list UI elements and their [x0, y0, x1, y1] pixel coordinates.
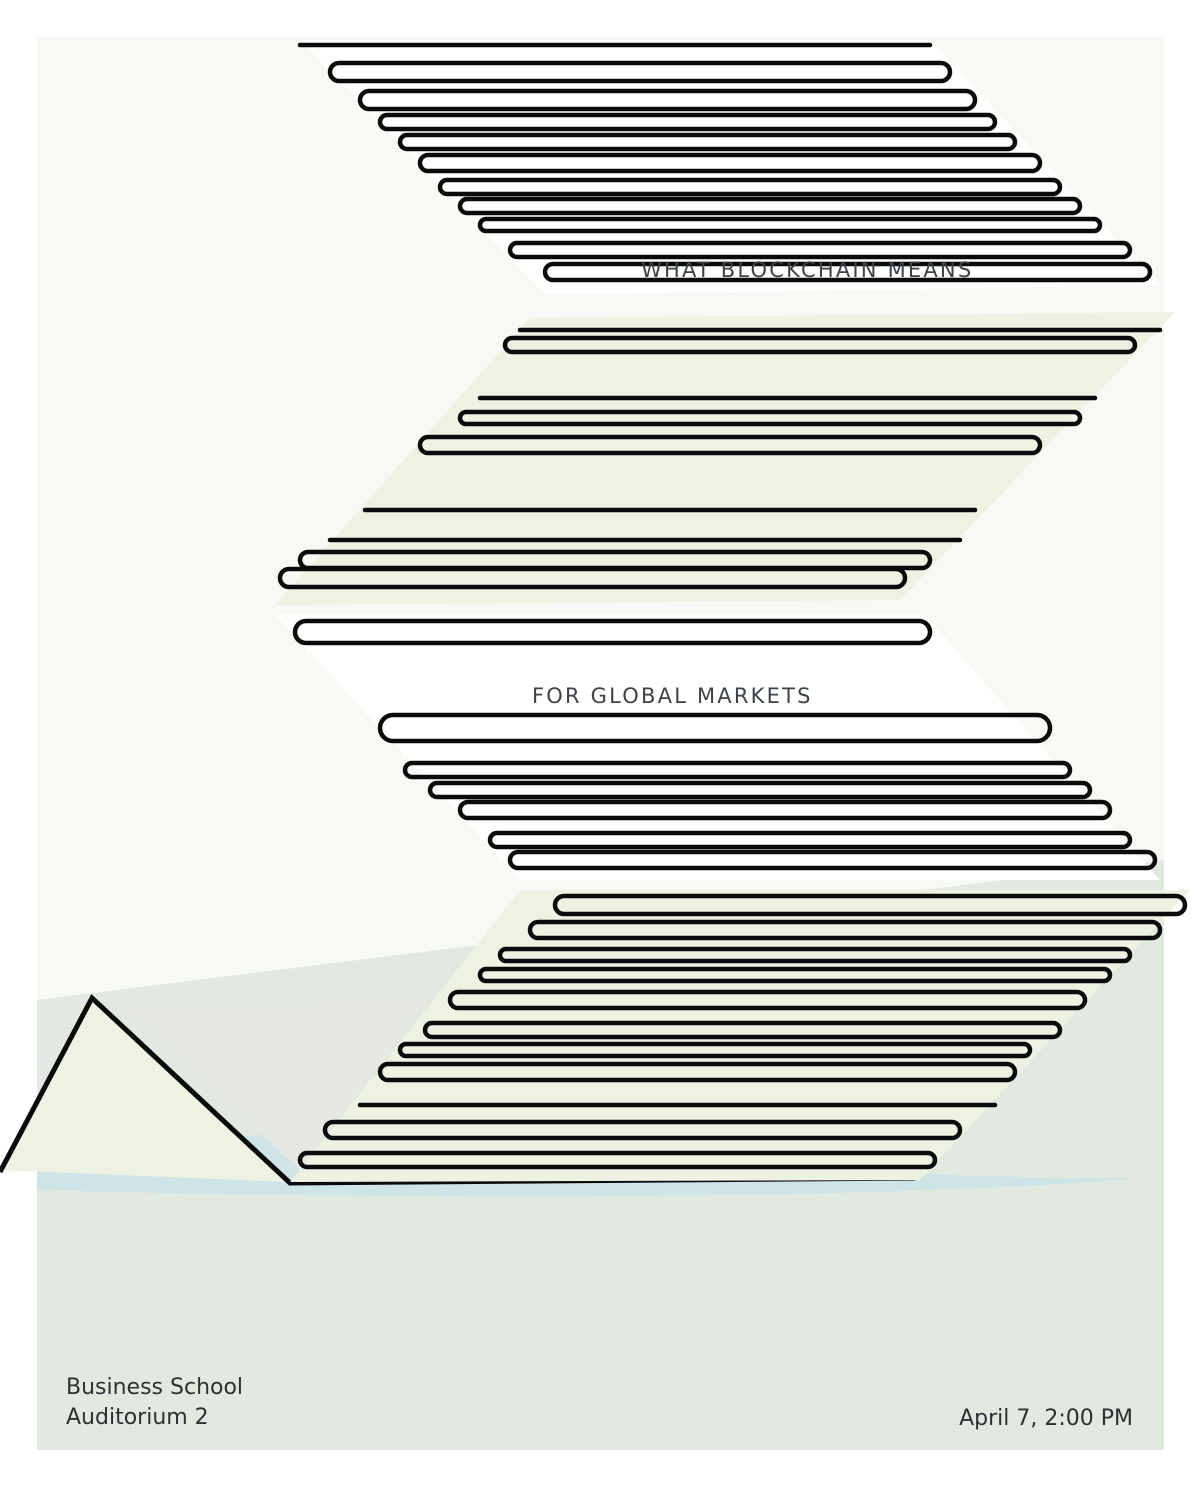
- stripe-line: [397, 1041, 1033, 1059]
- stripe-line: [297, 1150, 938, 1170]
- venue-line-1: Business School: [66, 1375, 244, 1400]
- striped-zigzag-artwork: [277, 42, 1188, 1170]
- stripe-line: [377, 112, 998, 132]
- stripe-line: [457, 409, 1083, 427]
- stripe-line: [552, 893, 1188, 917]
- headline-bottom: FOR GLOBAL MARKETS: [532, 684, 813, 708]
- stripe-line: [417, 152, 1043, 174]
- stripe-line: [477, 216, 1103, 234]
- base-panel: [37, 1190, 1164, 1450]
- stripe-line: [502, 335, 1138, 355]
- stripe-line: [322, 1119, 963, 1141]
- venue-block: Business School Auditorium 2: [66, 1373, 243, 1433]
- stripe-line: [497, 946, 1133, 964]
- stripe-line: [397, 132, 1018, 152]
- stripe-line: [477, 966, 1113, 984]
- stripe-line: [357, 88, 978, 112]
- stripe-line: [507, 849, 1158, 871]
- stripe-line: [487, 830, 1133, 850]
- stripe-line: [292, 618, 933, 646]
- stripe-line: [542, 261, 1153, 283]
- stripe-line: [417, 434, 1043, 456]
- band-fill-second: [275, 312, 1175, 605]
- stripe-line: [297, 549, 933, 571]
- stripe-line: [402, 760, 1073, 780]
- stripe-line: [457, 799, 1113, 821]
- stripe-line: [507, 240, 1133, 260]
- headline-top: WHAT BLOCKCHAIN MEANS: [641, 258, 974, 282]
- stripe-line: [327, 60, 953, 84]
- stripe-line: [377, 1061, 1018, 1083]
- boat-hull-fill: [0, 998, 290, 1182]
- stripe-line: [277, 566, 908, 590]
- venue-line-2: Auditorium 2: [66, 1405, 209, 1430]
- boat-sail: [120, 998, 430, 1170]
- stripe-line: [447, 989, 1088, 1011]
- stripe-line: [377, 712, 1053, 744]
- band-fill-third: [275, 615, 1160, 880]
- stripe-line: [527, 919, 1163, 941]
- event-datetime: April 7, 2:00 PM: [959, 1406, 1133, 1431]
- stripe-line: [437, 177, 1063, 197]
- stripe-line: [427, 780, 1093, 800]
- stripe-line: [422, 1020, 1063, 1040]
- stripe-line: [457, 196, 1083, 216]
